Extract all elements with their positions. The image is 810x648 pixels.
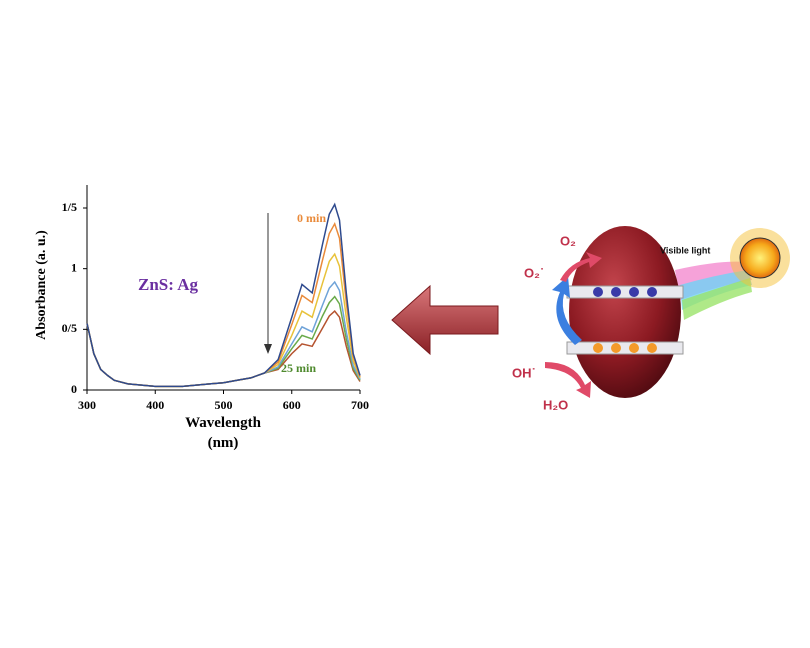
annotation: ZnS: Ag <box>138 275 198 294</box>
y-tick-label: 1/5 <box>62 200 77 214</box>
line <box>86 202 361 388</box>
y-tick-label: 0 <box>71 382 77 396</box>
label: O₂ <box>560 233 576 248</box>
line <box>86 295 361 388</box>
line <box>86 221 361 388</box>
particle <box>569 226 681 398</box>
x-axis-label: Wavelength (nm) <box>185 415 261 451</box>
valence-band <box>566 341 684 355</box>
arrow <box>391 284 499 356</box>
conduction-band <box>566 285 684 299</box>
x-tick-label: 300 <box>78 398 96 412</box>
y-tick-label: 1 <box>71 260 77 274</box>
excitation-arrow <box>552 276 582 345</box>
label: H₂O <box>543 397 568 412</box>
x-tick-label: 400 <box>146 398 164 412</box>
ray <box>682 278 752 320</box>
y-axis-label: Absorbance (a. u.) <box>34 230 49 340</box>
label: Visible light <box>660 245 710 255</box>
x-tick-label: 700 <box>351 398 369 412</box>
diagram: O₂ O₂˙ OH˙ H₂O Visible light <box>391 226 790 412</box>
reaction-arrow <box>560 252 602 282</box>
x-tick-label: 500 <box>215 398 233 412</box>
y-tick-label: 0/5 <box>62 321 77 335</box>
label: OH˙ <box>512 365 536 380</box>
trend-arrow-head <box>264 344 272 354</box>
label: O₂˙ <box>524 265 544 280</box>
sun <box>739 237 781 279</box>
x-tick-label: 600 <box>283 398 301 412</box>
reaction-arrow <box>545 362 591 398</box>
annotation: 0 min <box>297 211 326 225</box>
annotation: 25 min <box>281 361 316 375</box>
